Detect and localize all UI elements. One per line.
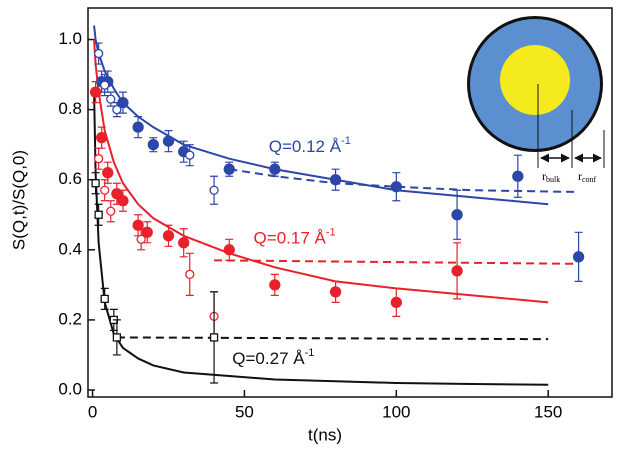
data-point [451, 209, 463, 221]
data-point [136, 234, 146, 244]
fit-line [93, 92, 549, 386]
inset-label-sub: conf [582, 175, 597, 184]
data-point [106, 94, 116, 104]
data-point [512, 170, 524, 182]
x-tick-label: 0 [88, 402, 97, 421]
data-point [223, 244, 235, 256]
data-point [141, 226, 153, 238]
fit-line [93, 25, 549, 206]
y-tick-label: 1.0 [58, 29, 82, 48]
data-point [269, 279, 281, 291]
annotation-text: Q=0.17 Å [254, 229, 327, 248]
data-point [132, 121, 144, 133]
data-point [111, 188, 123, 200]
fit-line [229, 168, 579, 193]
annotation-superscript: -1 [326, 226, 336, 238]
annotation-superscript: -1 [341, 135, 351, 147]
data-point [93, 48, 104, 59]
plot-area: 0 50 100 150 0.0 0.2 0.4 0.6 0.8 1.0 [58, 7, 613, 421]
inset-yellow-core [500, 45, 570, 115]
inset-diagram: rbulk rconf [467, 16, 605, 184]
data-point [329, 286, 342, 298]
inset-label: rconf [578, 169, 597, 184]
fit-line [93, 39, 549, 304]
data-point [100, 294, 109, 304]
annotation: Q=0.12 Å-1 [269, 135, 351, 157]
data-point [162, 135, 175, 147]
fit-line [116, 336, 549, 341]
data-point [94, 210, 103, 219]
data-point [112, 333, 122, 342]
x-tick-label: 150 [534, 402, 562, 421]
data-point [209, 185, 219, 195]
annotation: Q=0.27 Å-1 [232, 347, 314, 369]
inset-label: rbulk [542, 169, 560, 184]
data-point [117, 195, 129, 207]
data-point [269, 163, 281, 175]
fit-line [214, 259, 579, 265]
data-point [112, 104, 122, 115]
y-tick-label: 0.8 [58, 99, 82, 118]
data-point [89, 86, 102, 98]
data-point [147, 139, 159, 151]
x-tick-label: 100 [382, 402, 410, 421]
inset-label-main: r [578, 169, 582, 183]
data-point [451, 265, 463, 277]
inset-label-sub: bulk [546, 175, 560, 184]
data-point [162, 230, 175, 242]
annotation-superscript: -1 [305, 347, 315, 359]
data-point [100, 185, 110, 195]
annotation: Q=0.17 Å-1 [254, 226, 336, 248]
y-tick-label: 0.2 [58, 309, 82, 328]
data-point [185, 150, 195, 160]
annotation-text: Q=0.12 Å [269, 138, 342, 157]
data-point [185, 269, 195, 279]
data-point [96, 132, 108, 144]
data-point [390, 296, 402, 309]
data-point [100, 80, 110, 90]
data-point [91, 179, 100, 188]
y-axis-label: S(Q,t)/S(Q,0) [9, 150, 28, 250]
annotation-text: Q=0.27 Å [232, 350, 305, 369]
y-tick-label: 0.0 [58, 379, 82, 398]
data-point [178, 237, 190, 249]
data-point [209, 333, 219, 342]
data-point [93, 154, 104, 164]
y-tick-label: 0.6 [58, 169, 82, 188]
y-tick-label: 0.4 [58, 239, 82, 258]
data-point [106, 206, 116, 216]
data-point [390, 181, 402, 193]
data-point [329, 174, 342, 186]
data-point [572, 251, 585, 263]
x-axis-label: t(ns) [308, 425, 342, 444]
data-point [102, 167, 114, 179]
plot-frame [87, 7, 613, 398]
data-point [132, 219, 144, 231]
inset-label-main: r [542, 169, 546, 183]
data-point [223, 163, 235, 175]
x-tick-label: 50 [235, 402, 254, 421]
